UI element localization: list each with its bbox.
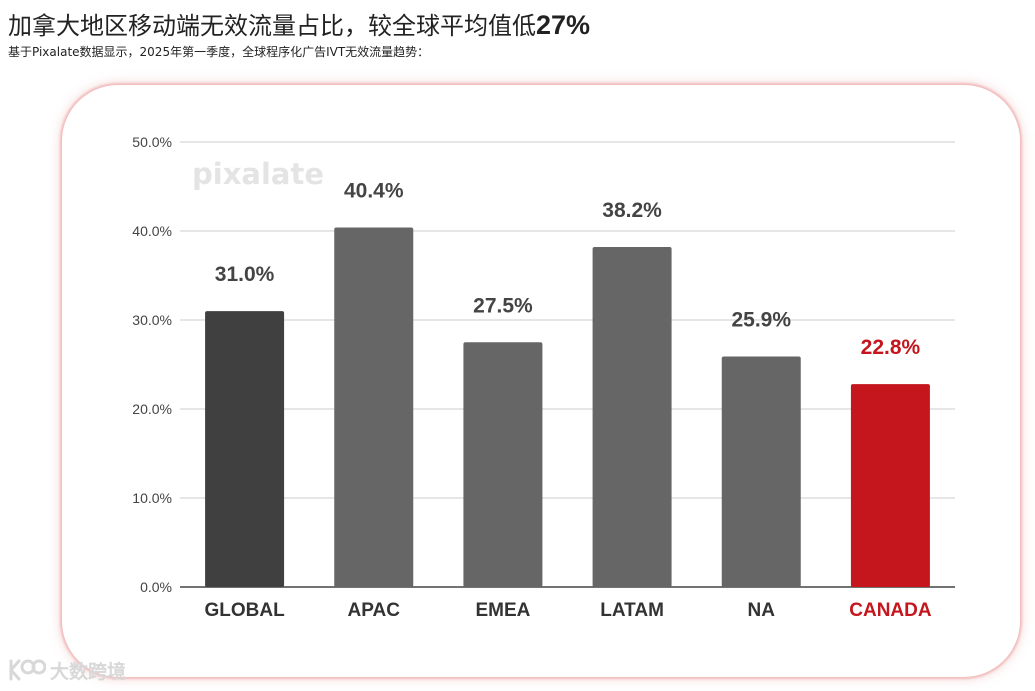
bar-na <box>721 356 801 587</box>
grid-layer <box>180 141 955 588</box>
category-label-latam: LATAM <box>600 600 664 621</box>
bar-apac <box>334 227 414 587</box>
value-label-emea: 27.5% <box>473 294 533 317</box>
y-tick-label: 40.0% <box>132 223 172 239</box>
value-labels: 31.0% 40.4% 27.5% 38.2% 25.9% 22.8% <box>215 179 921 359</box>
y-tick-label: 50.0% <box>132 134 172 150</box>
brand-mark: 大数跨境 <box>8 656 126 684</box>
bar-global <box>205 311 285 587</box>
y-tick-label: 10.0% <box>132 490 172 506</box>
page-title: 加拿大地区移动端无效流量占比，较全球平均值低27% <box>8 8 590 43</box>
brand-logo-icon <box>9 659 46 681</box>
bars <box>205 227 930 587</box>
bar-latam <box>592 247 672 587</box>
bar-emea <box>463 342 543 587</box>
y-tick-label: 0.0% <box>140 579 172 595</box>
y-tick-label: 30.0% <box>132 312 172 328</box>
value-label-global: 31.0% <box>215 263 275 286</box>
y-tick-label: 20.0% <box>132 401 172 417</box>
category-labels: GLOBAL APAC EMEA LATAM NA CANADA <box>204 600 931 621</box>
value-label-canada: 22.8% <box>861 336 921 359</box>
category-label-global: GLOBAL <box>204 600 285 621</box>
value-label-latam: 38.2% <box>602 199 662 222</box>
pixalate-watermark: pixalate <box>192 157 324 191</box>
category-label-apac: APAC <box>348 600 401 621</box>
value-label-na: 25.9% <box>731 308 791 331</box>
category-label-canada: CANADA <box>849 600 932 621</box>
value-label-apac: 40.4% <box>344 179 404 202</box>
category-label-na: NA <box>748 600 776 621</box>
category-label-emea: EMEA <box>475 600 530 621</box>
title-highlight: 27% <box>536 10 591 40</box>
y-axis-ticks: 0.0% 10.0% 20.0% 30.0% 40.0% 50.0% <box>132 134 172 595</box>
bar-canada <box>850 384 930 587</box>
title-text: 加拿大地区移动端无效流量占比，较全球平均值低 <box>8 12 536 40</box>
brand-text: 大数跨境 <box>50 660 127 683</box>
page-subtitle: 基于Pixalate数据显示，2025年第一季度，全球程序化广告IVT无效流量趋… <box>8 45 430 59</box>
